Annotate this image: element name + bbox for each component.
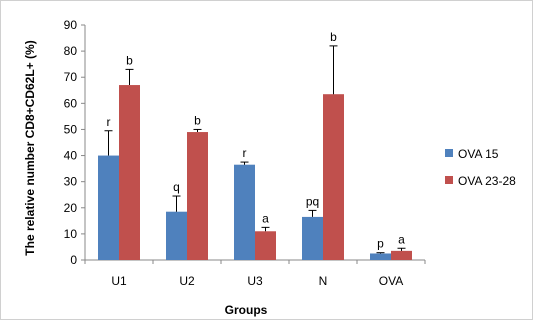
y-tick-label: 50 [64,122,78,136]
bar-ova-15-ova [370,253,391,260]
x-tick-label-u3: U3 [247,274,263,288]
sig-label-ova-23-28-u3: a [262,211,269,225]
sig-label-ova-23-28-u1: b [126,53,133,67]
bar-ova-15-u2 [166,211,187,260]
bar-ova-15-u3 [234,164,255,260]
bars-group [98,85,412,260]
sig-label-ova-15-n: pq [306,194,319,208]
bar-ova-23-28-ova [391,250,412,260]
x-tick-label-u1: U1 [111,274,127,288]
legend: OVA 15 OVA 23-28 [445,147,516,188]
sig-label-ova-15-u3: r [243,146,247,160]
legend-label-ova-15: OVA 15 [458,147,499,161]
x-tick-label-n: N [319,274,328,288]
y-axis-title: The relative number CD8+CD62L+ (%) [23,40,37,255]
sig-label-ova-23-28-ova: a [398,232,405,246]
y-tick-label: 80 [64,44,78,58]
y-tick-label: 70 [64,70,78,84]
bar-ova-23-28-n [323,94,344,260]
y-axis: 0 10 20 30 40 50 60 70 80 90 [64,18,86,267]
x-tick-label-ova: OVA [379,274,403,288]
legend-swatch-ova-23-28 [445,176,453,184]
x-tick-label-u2: U2 [179,274,195,288]
sig-label-ova-15-ova: p [377,237,384,251]
y-tick-label: 60 [64,96,78,110]
y-tick-label: 20 [64,201,78,215]
bar-ova-15-n [302,216,323,260]
bar-ova-23-28-u2 [187,132,208,260]
error-bars-group [104,45,406,254]
y-tick-label: 10 [64,227,78,241]
x-axis-title: Groups [225,303,268,317]
sig-label-ova-23-28-n: b [330,30,337,44]
y-tick-label: 90 [64,18,78,32]
legend-swatch-ova-15 [445,149,453,157]
bar-ova-23-28-u3 [255,231,276,260]
y-tick-label: 0 [70,253,77,267]
bar-ova-23-28-u1 [119,85,140,260]
bar-ova-15-u1 [98,155,119,260]
sig-label-ova-15-u2: q [173,180,180,194]
legend-label-ova-23-28: OVA 23-28 [458,174,516,188]
sig-label-ova-15-u1: r [107,115,111,129]
y-tick-label: 40 [64,149,78,163]
sig-label-ova-23-28-u2: b [194,113,201,127]
y-tick-label: 30 [64,175,78,189]
